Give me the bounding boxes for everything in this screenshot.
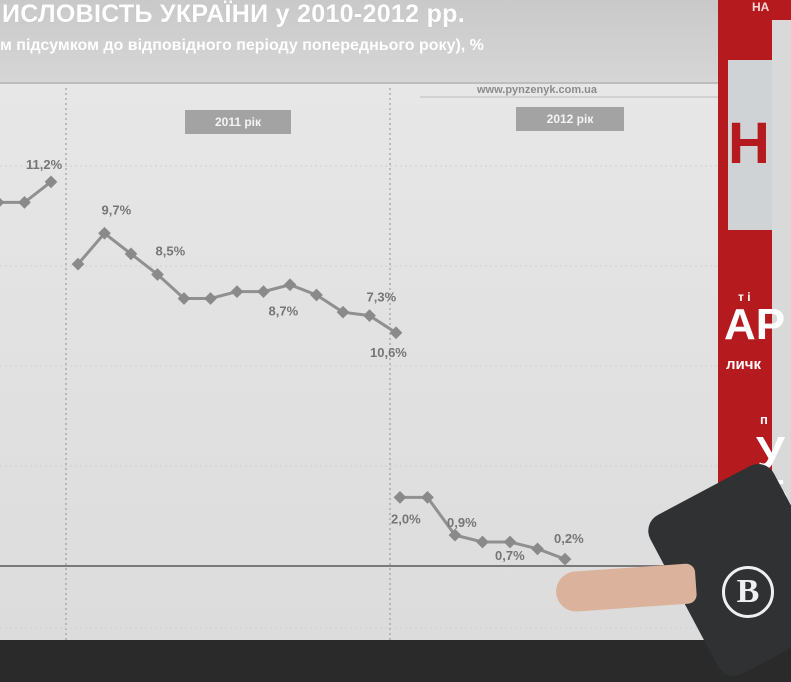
data-point bbox=[0, 196, 5, 209]
data-point bbox=[283, 278, 297, 292]
projection-screen: ИСЛОВІСТЬ УКРАЇНИ у 2010-2012 рр. м підс… bbox=[0, 0, 718, 640]
data-label: 0,7% bbox=[495, 548, 525, 563]
data-point bbox=[151, 268, 164, 281]
year-tab-2012: 2012 рік bbox=[516, 107, 624, 131]
wall-panel bbox=[728, 60, 774, 230]
data-point bbox=[257, 285, 270, 298]
data-label: 11,2% bbox=[26, 157, 63, 172]
wall-fragment: т і bbox=[738, 290, 751, 304]
data-point bbox=[18, 196, 31, 209]
chart-series bbox=[0, 180, 566, 561]
data-label: 9,7% bbox=[102, 202, 132, 217]
data-point bbox=[531, 542, 544, 556]
data-point bbox=[389, 326, 403, 340]
title-band: ИСЛОВІСТЬ УКРАЇНИ у 2010-2012 рр. м підс… bbox=[0, 0, 718, 84]
data-point bbox=[363, 309, 376, 322]
data-point bbox=[421, 491, 434, 504]
data-point bbox=[44, 175, 58, 189]
data-point bbox=[476, 535, 489, 549]
data-label: 8,7% bbox=[269, 304, 299, 319]
data-point bbox=[503, 535, 517, 549]
chart-data-labels: 11,2% 9,7% 8,5% 8,7% 7,3% 10,6% 2,0% 0,9% 0,7% 0,… bbox=[26, 157, 584, 563]
slide-title: ИСЛОВІСТЬ УКРАЇНИ у 2010-2012 рр. bbox=[2, 0, 465, 28]
year-tab-2011: 2011 рік bbox=[185, 110, 291, 134]
chart-markers bbox=[0, 175, 572, 566]
data-point bbox=[230, 285, 244, 298]
data-point bbox=[558, 552, 572, 566]
data-point bbox=[393, 491, 407, 504]
data-label: 0,9% bbox=[447, 515, 477, 530]
data-point bbox=[336, 305, 350, 319]
data-point bbox=[98, 226, 111, 240]
data-label: 8,5% bbox=[156, 243, 186, 258]
wall-fragment: личк bbox=[726, 356, 761, 373]
chart-grid bbox=[0, 88, 718, 640]
wall-fragment: Н bbox=[728, 111, 770, 176]
data-label: 7,3% bbox=[367, 290, 397, 305]
series-line bbox=[76, 231, 397, 335]
data-label: 2,0% bbox=[391, 511, 421, 526]
wall-fragment: НА bbox=[752, 0, 770, 14]
slide-subtitle: м підсумком до відповідного періоду попе… bbox=[0, 37, 484, 54]
data-point bbox=[177, 292, 191, 305]
line-chart: 11,2% 9,7% 8,5% 8,7% 7,3% 10,6% 2,0% 0,9% 0,7% 0,… bbox=[0, 88, 718, 640]
data-point bbox=[71, 257, 85, 271]
data-label: 0,2% bbox=[554, 531, 584, 546]
data-label: 10,6% bbox=[370, 345, 407, 360]
watermark-logo: В bbox=[722, 566, 774, 618]
wall-fragment: п bbox=[760, 412, 768, 427]
data-point bbox=[204, 292, 217, 305]
website-url: www.pynzenyk.com.ua bbox=[477, 84, 598, 96]
wall-fragment: АР bbox=[724, 300, 786, 349]
data-point bbox=[310, 288, 323, 302]
data-point bbox=[124, 247, 138, 261]
